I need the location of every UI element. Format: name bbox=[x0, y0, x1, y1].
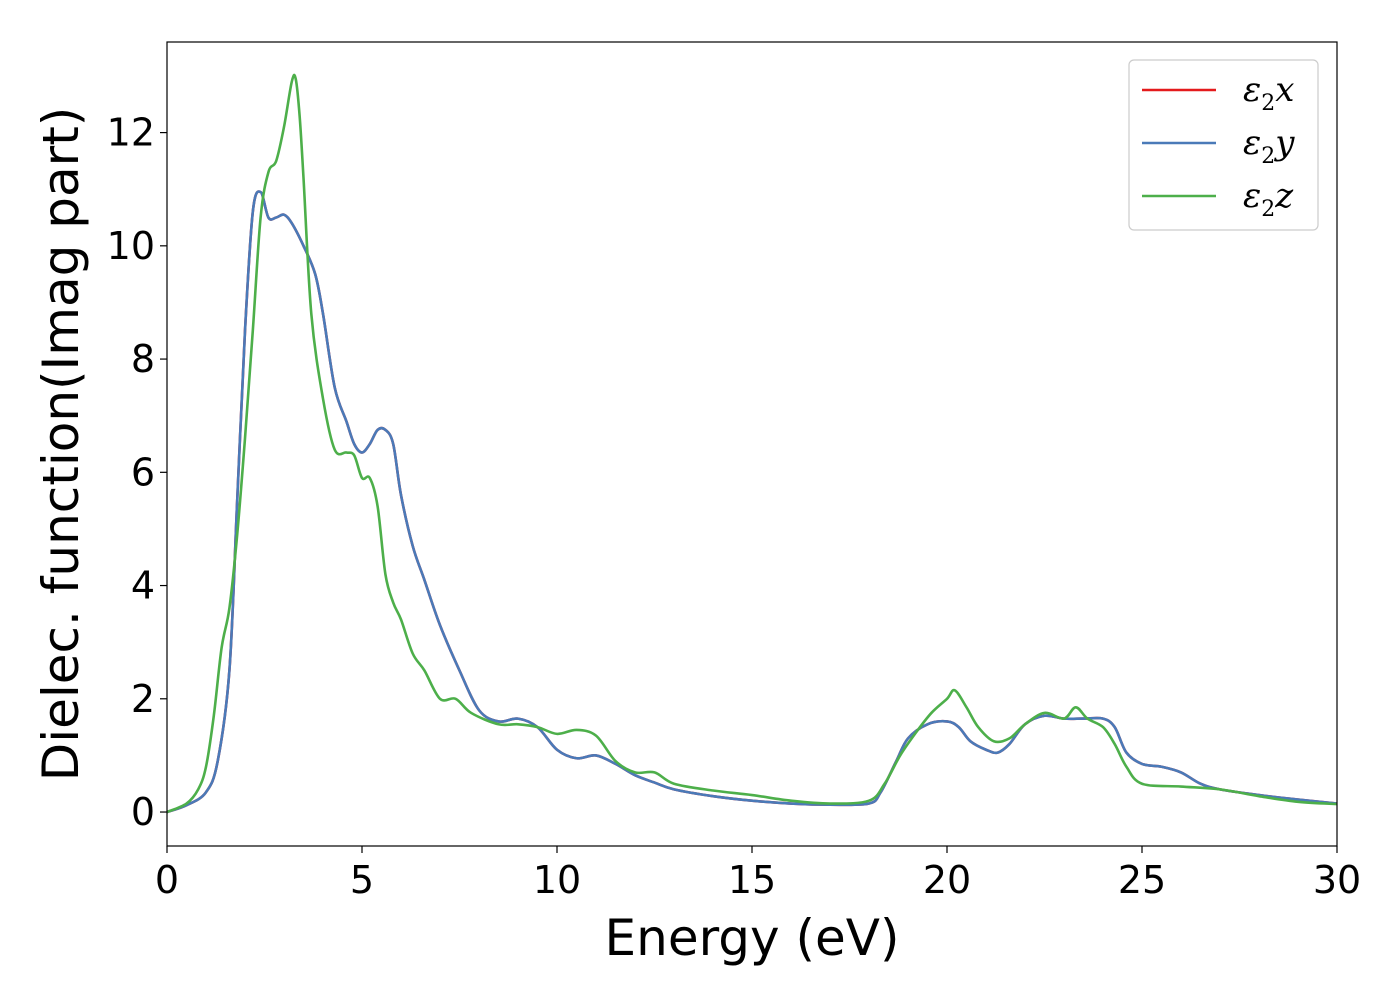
y-tick-label: 2 bbox=[131, 677, 155, 721]
x-tick-label: 5 bbox=[350, 858, 374, 902]
x-tick-label: 20 bbox=[923, 858, 971, 902]
legend-label-z: ε2z bbox=[1243, 176, 1294, 222]
y-axis-label: Dielec. function(Imag part) bbox=[32, 107, 90, 782]
y-tick-label: 4 bbox=[131, 564, 155, 608]
y-tick-label: 8 bbox=[131, 337, 155, 381]
y-tick-label: 10 bbox=[107, 224, 155, 268]
x-tick-label: 25 bbox=[1118, 858, 1166, 902]
ticks-layer: 0 5 10 15 20 25 30 0 2 4 6 8 10 12 bbox=[107, 111, 1362, 902]
y-tick-label: 0 bbox=[131, 790, 155, 834]
legend: ε2x ε2y ε2z bbox=[1128, 59, 1319, 231]
y-tick-label: 12 bbox=[107, 111, 155, 155]
y-tick-label: 6 bbox=[131, 450, 155, 494]
x-tick-label: 15 bbox=[728, 858, 776, 902]
legend-label-y: ε2y bbox=[1243, 123, 1295, 169]
x-tick-label: 10 bbox=[533, 858, 581, 902]
series-line-z bbox=[166, 73, 1338, 814]
series-layer bbox=[166, 73, 1338, 814]
x-tick-label: 0 bbox=[155, 858, 179, 902]
x-axis-label: Energy (eV) bbox=[605, 909, 900, 967]
legend-label-x: ε2x bbox=[1243, 70, 1294, 116]
x-tick-label: 30 bbox=[1313, 858, 1361, 902]
legend-box bbox=[1128, 59, 1319, 231]
